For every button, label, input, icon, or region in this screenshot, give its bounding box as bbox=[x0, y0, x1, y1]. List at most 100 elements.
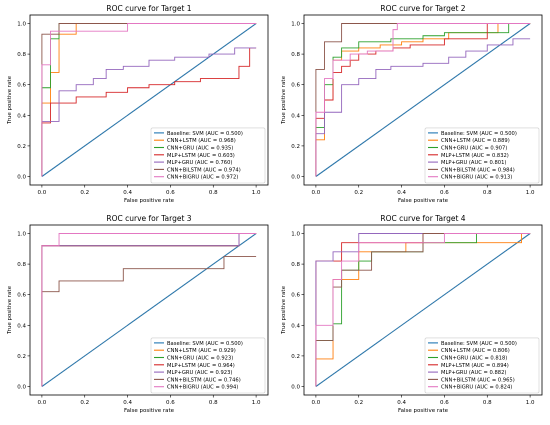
y-tick-label: 0.8 bbox=[291, 262, 300, 268]
x-tick-label: 0.2 bbox=[80, 400, 89, 406]
legend-entry: CNN+BiGRU (AUC = 0.994) bbox=[167, 385, 238, 391]
y-tick-label: 0.4 bbox=[291, 323, 300, 329]
axes-frame bbox=[303, 14, 543, 186]
x-tick-label: 0.0 bbox=[38, 190, 47, 196]
chart-title: ROC curve for Target 3 bbox=[106, 214, 191, 223]
x-tick-label: 1.0 bbox=[252, 400, 261, 406]
x-tick-label: 0.4 bbox=[123, 400, 132, 406]
legend-entry: CNN+LSTM (AUC = 0.889) bbox=[441, 138, 510, 144]
legend-entry: CNN+LSTM (AUC = 0.929) bbox=[167, 348, 236, 354]
x-tick-label: 0.2 bbox=[80, 190, 89, 196]
y-tick-label: 0.0 bbox=[17, 175, 26, 181]
x-tick-label: 0.6 bbox=[166, 190, 175, 196]
axes-frame bbox=[29, 224, 269, 396]
x-tick-label: 0.8 bbox=[209, 400, 218, 406]
legend-entry: CNN+BiLSTM (AUC = 0.965) bbox=[441, 377, 515, 383]
series-line-dash-overlay bbox=[41, 233, 257, 387]
x-tick-label: 1.0 bbox=[252, 190, 261, 196]
y-tick-label: 0.6 bbox=[17, 83, 26, 89]
legend-entry: CNN+BiLSTM (AUC = 0.984) bbox=[441, 167, 515, 173]
series-line-7 bbox=[315, 233, 531, 387]
series-line-6 bbox=[41, 256, 257, 387]
series-line-7 bbox=[41, 23, 257, 177]
y-tick-label: 0.6 bbox=[291, 293, 300, 299]
x-tick-label: 0.6 bbox=[166, 400, 175, 406]
y-axis-label: True positive rate bbox=[7, 285, 13, 335]
legend-entry: MLP+GRU (AUC = 0.801) bbox=[441, 160, 506, 166]
y-tick-label: 0.2 bbox=[291, 354, 300, 360]
chart-panels: ROC curve for Target 1 0.0 0.2 0.4 0.6 0.8 1.0… bbox=[7, 4, 543, 414]
legend-entry: MLP+LSTM (AUC = 0.894) bbox=[441, 363, 509, 369]
x-tick-label: 0.0 bbox=[312, 190, 321, 196]
series-group bbox=[41, 23, 257, 177]
axes-frame bbox=[303, 224, 543, 396]
legend-entry: Baseline: SVM (AUC = 0.500) bbox=[441, 341, 517, 347]
y-tick-label: 0.8 bbox=[291, 52, 300, 58]
series-line-5 bbox=[41, 47, 257, 177]
y-tick-label: 0.0 bbox=[291, 385, 300, 391]
x-tick-label: 0.4 bbox=[397, 400, 406, 406]
legend-entry: MLP+LSTM (AUC = 0.964) bbox=[167, 363, 235, 369]
series-line-dash-overlay bbox=[41, 23, 257, 177]
legend-entry: MLP+LSTM (AUC = 0.603) bbox=[167, 153, 235, 159]
y-tick-label: 0.2 bbox=[291, 144, 300, 150]
x-tick-label: 0.8 bbox=[209, 190, 218, 196]
series-line-dash-overlay bbox=[315, 233, 531, 387]
x-tick-label: 0.6 bbox=[440, 400, 449, 406]
x-axis-label: False positive rate bbox=[124, 408, 175, 414]
x-tick-label: 1.0 bbox=[526, 190, 535, 196]
legend-entry: Baseline: SVM (AUC = 0.500) bbox=[167, 131, 243, 137]
x-tick-label: 0.6 bbox=[440, 190, 449, 196]
series-line-5 bbox=[315, 38, 531, 177]
legend-entry: CNN+GRU (AUC = 0.818) bbox=[441, 356, 507, 362]
y-tick-label: 0.6 bbox=[17, 293, 26, 299]
y-tick-label: 0.0 bbox=[291, 175, 300, 181]
y-tick-label: 0.4 bbox=[17, 113, 26, 119]
legend-entry: CNN+GRU (AUC = 0.935) bbox=[167, 146, 233, 152]
x-tick-label: 0.0 bbox=[38, 400, 47, 406]
series-line-7 bbox=[315, 23, 531, 177]
y-tick-label: 1.0 bbox=[17, 22, 26, 28]
legend-entry: MLP+GRU (AUC = 0.760) bbox=[167, 160, 232, 166]
x-axis-label: False positive rate bbox=[398, 198, 449, 204]
x-tick-label: 0.2 bbox=[354, 400, 363, 406]
chart-panel-2: ROC curve for Target 2 0.0 0.2 0.4 0.6 0.8 1.0… bbox=[281, 4, 543, 204]
axes-frame bbox=[29, 14, 269, 186]
legend-entry: Baseline: SVM (AUC = 0.500) bbox=[167, 341, 243, 347]
legend-entry: CNN+BiLSTM (AUC = 0.974) bbox=[167, 167, 241, 173]
legend-entry: CNN+BiGRU (AUC = 0.824) bbox=[441, 385, 512, 391]
chart-panel-1: ROC curve for Target 1 0.0 0.2 0.4 0.6 0.8 1.0… bbox=[7, 4, 269, 204]
legend-entry: CNN+BiGRU (AUC = 0.972) bbox=[167, 175, 238, 181]
legend-entry: CNN+GRU (AUC = 0.923) bbox=[167, 356, 233, 362]
legend-box bbox=[424, 337, 540, 394]
y-tick-label: 0.8 bbox=[17, 262, 26, 268]
series-line-6 bbox=[315, 23, 531, 177]
chart-title: ROC curve for Target 1 bbox=[106, 4, 191, 13]
chart-panel-3: ROC curve for Target 3 0.0 0.2 0.4 0.6 0.8 1.0… bbox=[7, 214, 269, 414]
x-tick-label: 1.0 bbox=[526, 400, 535, 406]
x-tick-label: 0.2 bbox=[354, 190, 363, 196]
legend-entry: CNN+LSTM (AUC = 0.806) bbox=[441, 348, 510, 354]
y-tick-label: 1.0 bbox=[17, 232, 26, 238]
y-axis-label: True positive rate bbox=[281, 75, 287, 125]
y-axis-label: True positive rate bbox=[281, 285, 287, 335]
legend-entry: CNN+BiGRU (AUC = 0.913) bbox=[441, 175, 512, 181]
legend-entry: CNN+GRU (AUC = 0.907) bbox=[441, 146, 507, 152]
legend-entry: Baseline: SVM (AUC = 0.500) bbox=[441, 131, 517, 137]
x-tick-label: 0.8 bbox=[483, 190, 492, 196]
series-group bbox=[315, 233, 531, 387]
x-tick-label: 0.4 bbox=[123, 190, 132, 196]
y-tick-label: 0.6 bbox=[291, 83, 300, 89]
legend-entry: MLP+LSTM (AUC = 0.832) bbox=[441, 153, 509, 159]
series-line-5 bbox=[315, 233, 531, 387]
y-tick-label: 1.0 bbox=[291, 22, 300, 28]
series-group bbox=[315, 23, 531, 177]
chart-panel-4: ROC curve for Target 4 0.0 0.2 0.4 0.6 0.8 1.0… bbox=[281, 214, 543, 414]
legend-entry: MLP+GRU (AUC = 0.882) bbox=[441, 370, 506, 376]
series-line-2 bbox=[41, 23, 257, 177]
chart-title: ROC curve for Target 4 bbox=[380, 214, 465, 223]
legend-entry: MLP+GRU (AUC = 0.923) bbox=[167, 370, 232, 376]
y-tick-label: 0.8 bbox=[17, 52, 26, 58]
x-tick-label: 0.0 bbox=[312, 400, 321, 406]
